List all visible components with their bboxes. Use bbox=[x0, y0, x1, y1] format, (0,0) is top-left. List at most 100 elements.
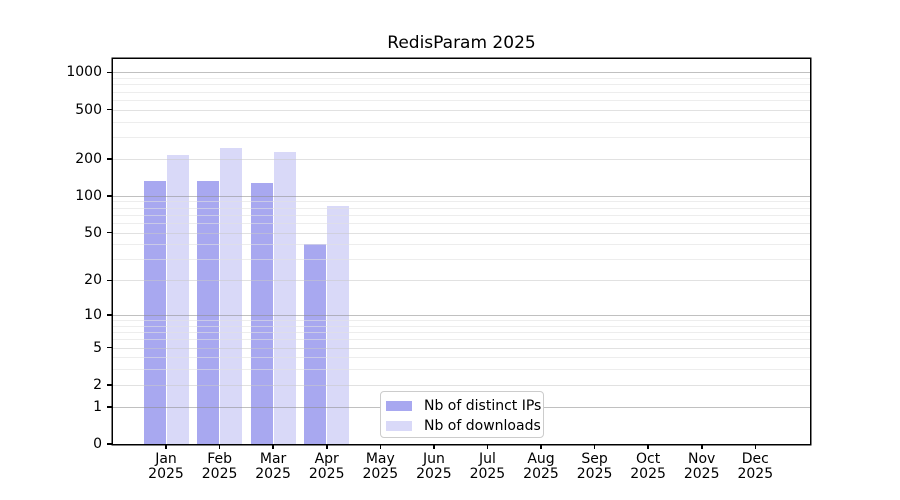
x-tick-month: Oct bbox=[635, 451, 661, 467]
x-tick-month: Nov bbox=[688, 451, 716, 467]
x-tick-year: 2025 bbox=[308, 466, 345, 482]
minor-gridline bbox=[113, 121, 810, 123]
y-tick-mark bbox=[107, 231, 113, 234]
legend-label-distinct-ips: Nb of distinct IPs bbox=[424, 398, 542, 414]
x-tick-year: 2025 bbox=[362, 466, 399, 482]
x-tick-mark bbox=[540, 444, 542, 449]
y-tick-mark bbox=[107, 158, 113, 160]
minor-gridline bbox=[113, 201, 810, 203]
x-tick-mark bbox=[754, 444, 756, 449]
bar-distinct-ips bbox=[304, 244, 327, 444]
x-tick-label: Jun 2025 bbox=[402, 452, 466, 482]
minor-gridline bbox=[113, 320, 810, 322]
major-gridline bbox=[113, 158, 810, 160]
minor-gridline bbox=[113, 325, 810, 327]
minor-gridline bbox=[113, 332, 810, 334]
x-tick-mark bbox=[379, 444, 381, 449]
legend-entry-distinct-ips: Nb of distinct IPs bbox=[386, 396, 543, 416]
bar-downloads bbox=[220, 147, 243, 444]
x-tick-year: 2025 bbox=[737, 466, 774, 482]
y-tick-label: 1 bbox=[93, 398, 102, 415]
y-tick-label: 10 bbox=[84, 307, 102, 323]
minor-gridline bbox=[113, 91, 810, 93]
x-tick-label: Sep 2025 bbox=[563, 452, 627, 482]
x-tick-year: 2025 bbox=[416, 466, 452, 482]
x-tick-mark bbox=[433, 444, 435, 449]
y-tick-mark bbox=[107, 71, 113, 74]
x-tick-month: Apr bbox=[314, 451, 339, 467]
plot-area: Nb of distinct IPs Nb of downloads 0 1 2 5 1… bbox=[66, 59, 810, 482]
minor-gridline bbox=[113, 84, 810, 86]
minor-gridline bbox=[113, 339, 810, 341]
y-tick-label: 5 bbox=[93, 339, 102, 356]
bar-distinct-ips bbox=[143, 180, 166, 444]
x-tick-label: Apr 2025 bbox=[295, 452, 359, 482]
minor-gridline bbox=[113, 259, 810, 261]
x-tick-year: 2025 bbox=[255, 466, 291, 482]
x-tick-mark bbox=[647, 444, 649, 449]
x-tick-month: Jul bbox=[478, 451, 496, 467]
major-gridline bbox=[113, 195, 810, 197]
major-gridline bbox=[113, 315, 810, 316]
minor-gridline bbox=[113, 214, 810, 216]
x-tick-year: 2025 bbox=[469, 466, 506, 482]
x-tick-month: Mar bbox=[259, 451, 287, 467]
y-tick-mark bbox=[107, 108, 113, 111]
y-tick-mark bbox=[107, 346, 113, 349]
x-tick-year: 2025 bbox=[201, 466, 238, 482]
y-tick-mark bbox=[107, 384, 113, 386]
x-tick-mark bbox=[593, 444, 596, 449]
x-tick-label: May 2025 bbox=[348, 452, 412, 482]
bar-distinct-ips bbox=[197, 180, 220, 444]
minor-gridline bbox=[113, 369, 810, 371]
minor-gridline bbox=[113, 244, 810, 246]
x-tick-label: Nov 2025 bbox=[670, 452, 734, 482]
x-tick-label: Feb 2025 bbox=[188, 452, 252, 482]
minor-gridline bbox=[113, 207, 810, 209]
x-tick-mark bbox=[218, 444, 221, 449]
bar-downloads bbox=[166, 154, 189, 444]
x-tick-mark bbox=[486, 444, 489, 449]
x-tick-label: Oct 2025 bbox=[616, 452, 680, 482]
bar-distinct-ips bbox=[250, 182, 273, 444]
minor-gridline bbox=[113, 99, 810, 101]
y-tick-mark bbox=[107, 314, 113, 316]
chart-title: RedisParam 2025 bbox=[387, 33, 536, 53]
x-tick-year: 2025 bbox=[683, 466, 720, 482]
y-tick-mark bbox=[107, 406, 113, 408]
legend: Nb of distinct IPs Nb of downloads bbox=[380, 391, 544, 438]
major-gridline bbox=[113, 232, 810, 234]
major-gridline bbox=[113, 384, 810, 386]
legend-swatch-downloads-icon bbox=[386, 421, 412, 431]
y-tick-label: 0 bbox=[93, 436, 102, 452]
x-tick-month: Jan bbox=[155, 451, 177, 467]
y-tick-label: 2 bbox=[93, 376, 102, 393]
legend-label-downloads: Nb of downloads bbox=[424, 418, 541, 434]
minor-gridline bbox=[113, 357, 810, 359]
major-gridline bbox=[113, 280, 810, 282]
legend-entry-downloads: Nb of downloads bbox=[386, 416, 543, 436]
bar-downloads bbox=[327, 205, 350, 444]
minor-gridline bbox=[113, 137, 810, 138]
x-tick-year: 2025 bbox=[523, 466, 559, 482]
y-tick-mark bbox=[107, 279, 113, 281]
y-tick-label: 100 bbox=[75, 187, 102, 204]
bar-downloads bbox=[273, 151, 296, 444]
y-tick-mark bbox=[107, 443, 113, 445]
major-gridline bbox=[113, 347, 810, 349]
x-tick-month: Dec bbox=[741, 451, 769, 467]
x-tick-month: Sep bbox=[581, 451, 608, 467]
x-tick-mark bbox=[272, 444, 274, 449]
x-tick-mark bbox=[165, 444, 167, 449]
x-tick-label: Jul 2025 bbox=[455, 452, 519, 482]
y-tick-label: 50 bbox=[84, 224, 102, 241]
x-tick-label: Aug 2025 bbox=[509, 452, 573, 482]
x-tick-label: Dec 2025 bbox=[723, 452, 787, 482]
y-tick-label: 20 bbox=[84, 272, 102, 289]
x-tick-year: 2025 bbox=[630, 466, 666, 482]
minor-gridline bbox=[113, 222, 810, 224]
x-tick-mark bbox=[701, 444, 703, 449]
x-tick-month: Jun bbox=[422, 451, 445, 467]
y-tick-mark bbox=[107, 195, 113, 197]
